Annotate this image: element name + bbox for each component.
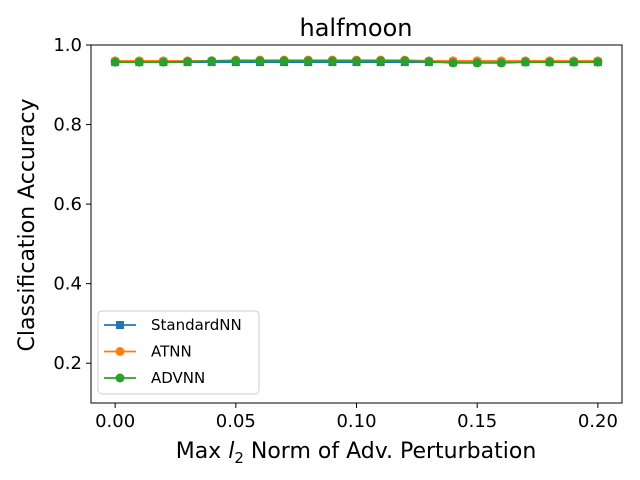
y-axis-label: Classification Accuracy <box>15 99 40 352</box>
data-point-advnn <box>352 56 361 66</box>
x-axis-label-italic: l <box>228 439 234 464</box>
y-axis-ticks: 0.2 0.4 0.6 0.8 1.0 <box>53 35 91 374</box>
y-tick-label: 0.8 <box>53 115 82 136</box>
y-tick-label: 0.4 <box>53 274 82 295</box>
x-axis-label: Max l2 Norm of Adv. Perturbation <box>176 439 537 467</box>
legend-marker-atnn <box>115 347 125 356</box>
legend: StandardNN ATNN ADVNN <box>97 310 260 395</box>
data-point-advnn <box>303 56 313 66</box>
data-point-advnn <box>158 57 168 67</box>
data-point-advnn <box>134 57 144 67</box>
x-axis-ticks: 0.00 0.05 0.10 0.15 0.20 <box>95 403 618 432</box>
data-point-advnn <box>207 56 217 66</box>
data-point-advnn <box>327 56 337 66</box>
series-layer <box>110 55 603 68</box>
data-point-advnn <box>376 56 386 66</box>
data-point-advnn <box>545 57 555 67</box>
legend-marker-advnn <box>115 373 125 383</box>
x-axis-label-prefix: Max <box>176 439 228 464</box>
data-point-advnn <box>279 56 289 66</box>
data-point-advnn <box>593 57 603 67</box>
legend-label-advnn: ADVNN <box>151 369 205 387</box>
data-point-advnn <box>231 56 241 66</box>
legend-marker-standardnn <box>116 321 124 329</box>
x-tick-label: 0.20 <box>578 411 618 432</box>
data-point-advnn <box>520 57 530 67</box>
data-point-advnn <box>496 58 506 68</box>
y-tick-label: 0.6 <box>53 194 82 215</box>
data-point-advnn <box>255 56 265 66</box>
data-point-advnn <box>183 57 193 67</box>
data-point-advnn <box>424 57 434 67</box>
legend-label-atnn: ATNN <box>151 343 192 361</box>
y-tick-label: 0.2 <box>53 353 82 374</box>
series-advnn <box>110 56 603 68</box>
legend-box <box>97 310 260 395</box>
x-tick-label: 0.10 <box>336 411 376 432</box>
data-point-advnn <box>472 58 482 68</box>
data-point-advnn <box>110 57 120 67</box>
x-tick-label: 0.05 <box>216 411 256 432</box>
x-tick-label: 0.00 <box>95 411 135 432</box>
x-axis-label-suffix: Norm of Adv. Perturbation <box>244 439 536 464</box>
x-tick-label: 0.15 <box>457 411 497 432</box>
data-point-advnn <box>569 57 579 67</box>
chart-title: halfmoon <box>300 14 413 42</box>
legend-label-standardnn: StandardNN <box>151 316 242 334</box>
x-axis-label-sub: 2 <box>234 449 244 467</box>
y-tick-label: 1.0 <box>53 35 82 56</box>
data-point-advnn <box>448 58 458 68</box>
data-point-advnn <box>400 56 410 66</box>
